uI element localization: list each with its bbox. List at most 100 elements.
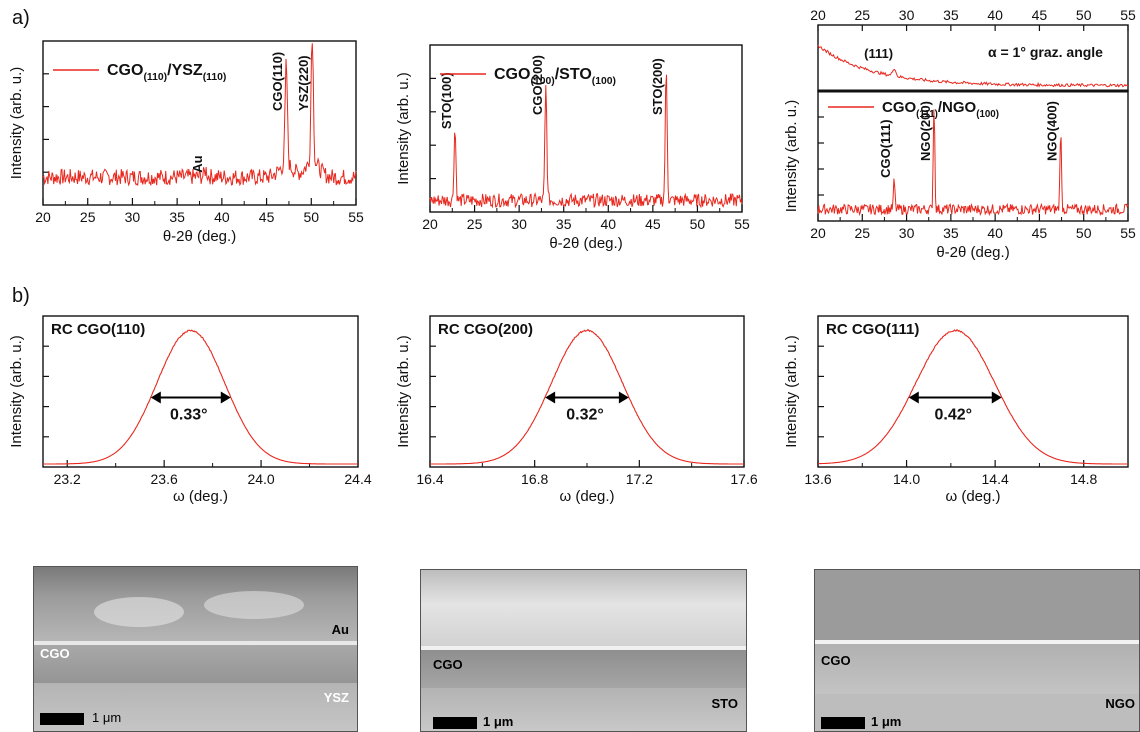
panel-label-a: a) xyxy=(12,7,30,29)
rc-110-title: RC CGO(110) xyxy=(51,321,145,338)
xrd-ngo-series-line xyxy=(817,109,1129,217)
sem-image-ngo: CGO NGO 1 μm xyxy=(814,569,1140,732)
xrd-ngo-xtick-label: 25 xyxy=(854,225,870,241)
xrd-ysz-xtick-label: 25 xyxy=(80,209,96,225)
xrd-ngo-peak-label: NGO(200) xyxy=(918,101,933,161)
scale-bar xyxy=(40,713,84,725)
rc-110-series-line xyxy=(43,329,358,465)
rc-200-xlabel: ω (deg.) xyxy=(559,488,614,505)
inset-top-tick-label: 45 xyxy=(1032,7,1048,23)
rc-200-fwhm-arrowhead-right xyxy=(618,391,629,404)
rc-200-xtick-label: 16.4 xyxy=(416,471,443,487)
inset-top-tick-label: 50 xyxy=(1076,7,1092,23)
xrd-ysz-xtick-label: 35 xyxy=(169,209,185,225)
sem-label-cgo: CGO xyxy=(433,657,463,672)
inset-top-tick-label: 35 xyxy=(943,7,959,23)
rc-110-frame xyxy=(42,315,359,468)
rc-200-fwhm-arrowhead-left xyxy=(545,391,556,404)
xrd-ysz-xtick-label: 40 xyxy=(214,209,230,225)
xrd-sto-series-line xyxy=(429,74,743,209)
xrd-sto-xtick-label: 25 xyxy=(467,216,483,232)
inset-annotation: α = 1° graz. angle xyxy=(988,44,1103,60)
rc-111-frame xyxy=(817,315,1129,468)
rc-111-fwhm-label: 0.42° xyxy=(935,407,973,424)
xrd-ysz-xtick-label: 50 xyxy=(303,209,319,225)
xrd-ngo-legend-label: CGO(111)/NGO(100) xyxy=(882,99,999,120)
rc-111-title: RC CGO(111) xyxy=(826,321,919,338)
inset-series-line xyxy=(817,44,1129,88)
rc-111-xtick-label: 14.8 xyxy=(1070,471,1097,487)
rc-110-xtick-label: 24.0 xyxy=(247,471,274,487)
inset-top-tick-label: 20 xyxy=(810,7,826,23)
sem-label-au: Au xyxy=(331,622,349,637)
rc-111-xtick-label: 14.0 xyxy=(893,471,920,487)
inset-top-tick-label: 30 xyxy=(899,7,915,23)
scale-bar xyxy=(433,717,477,729)
xrd-sto-peak-label: STO(100) xyxy=(439,72,454,129)
xrd-ysz-peak-label: CGO(110) xyxy=(270,52,285,111)
xrd-sto-xtick-label: 40 xyxy=(600,216,616,232)
xrd-sto-ylabel: Intensity (arb. u.) xyxy=(395,72,412,185)
rc-111-xlabel: ω (deg.) xyxy=(945,488,1000,505)
sem-label-substrate: NGO xyxy=(1105,696,1135,711)
rc-110-xtick-label: 23.2 xyxy=(54,471,81,487)
inset-top-tick-label: 55 xyxy=(1120,7,1136,23)
rc-110-fwhm-arrowhead-left xyxy=(150,391,161,404)
xrd-ngo-xtick-label: 30 xyxy=(899,225,915,241)
xrd-ysz-ylabel: Intensity (arb. u.) xyxy=(8,67,25,180)
rc-200-series-line xyxy=(430,329,744,465)
xrd-ysz-xtick-label: 45 xyxy=(259,209,275,225)
rc-200-xtick-label: 17.2 xyxy=(626,471,653,487)
rc-200-ylabel: Intensity (arb. u.) xyxy=(395,335,412,448)
sem-label-cgo: CGO xyxy=(40,646,70,661)
rc-111-series-line xyxy=(818,329,1128,465)
rc-111-xtick-label: 13.6 xyxy=(804,471,831,487)
xrd-sto-xtick-label: 30 xyxy=(511,216,527,232)
rc-111-xtick-label: 14.4 xyxy=(982,471,1009,487)
xrd-ysz-series-line xyxy=(42,43,357,187)
xrd-sto-legend-label: CGO(100)/STO(100) xyxy=(494,66,616,87)
xrd-ysz-xtick-label: 30 xyxy=(125,209,141,225)
scale-bar-label: 1 μm xyxy=(871,714,902,729)
xrd-ngo-peak-label: CGO(111) xyxy=(878,119,893,178)
inset-peak-label: (111) xyxy=(864,46,893,61)
xrd-sto-xtick-label: 20 xyxy=(422,216,438,232)
sem-image-sto: CGO STO 1 μm xyxy=(420,569,747,732)
xrd-sto-xtick-label: 45 xyxy=(645,216,661,232)
xrd-ysz-peak-label: YSZ(220) xyxy=(296,55,311,111)
rc-110-ylabel: Intensity (arb. u.) xyxy=(8,335,25,448)
rc-111-fwhm-arrowhead-left xyxy=(908,391,919,404)
sem-label-cgo: CGO xyxy=(821,653,851,668)
xrd-ysz-legend-label: CGO(110)/YSZ(110) xyxy=(107,62,226,83)
xrd-sto-peak-label: CGO(200) xyxy=(530,55,545,115)
xrd-ngo-xtick-label: 40 xyxy=(987,225,1003,241)
rc-200-xtick-label: 17.6 xyxy=(730,471,757,487)
rc-200-fwhm-label: 0.32° xyxy=(566,407,604,424)
xrd-ngo-xtick-label: 20 xyxy=(810,225,826,241)
xrd-sto-peak-label: STO(200) xyxy=(650,58,665,115)
xrd-ysz-peak-label: Au xyxy=(190,155,205,172)
sem-label-substrate: YSZ xyxy=(323,690,349,705)
xrd-sto-xtick-label: 50 xyxy=(690,216,706,232)
xrd-ngo-xtick-label: 35 xyxy=(943,225,959,241)
rc-110-xtick-label: 24.4 xyxy=(344,471,371,487)
rc-110-xlabel: ω (deg.) xyxy=(173,488,228,505)
scale-bar xyxy=(821,717,865,729)
inset-top-tick-label: 40 xyxy=(987,7,1003,23)
xrd-sto-xlabel: θ-2θ (deg.) xyxy=(549,235,622,252)
rc-111-ylabel: Intensity (arb. u.) xyxy=(783,335,800,448)
panel-label-b: b) xyxy=(12,285,30,307)
rc-200-frame xyxy=(429,315,745,468)
xrd-ngo-xtick-label: 50 xyxy=(1076,225,1092,241)
xrd-ngo-xtick-label: 55 xyxy=(1120,225,1136,241)
rc-200-title: RC CGO(200) xyxy=(438,321,533,338)
inset-top-tick-label: 25 xyxy=(854,7,870,23)
xrd-ngo-peak-label: NGO(400) xyxy=(1045,101,1060,161)
sem-label-substrate: STO xyxy=(711,696,739,711)
rc-111-fwhm-arrowhead-right xyxy=(991,391,1002,404)
xrd-ngo-ylabel: Intensity (arb. u.) xyxy=(783,100,800,213)
xrd-sto-xtick-label: 35 xyxy=(556,216,572,232)
xrd-ysz-xtick-label: 20 xyxy=(35,209,51,225)
xrd-ngo-xlabel: θ-2θ (deg.) xyxy=(936,244,1009,261)
